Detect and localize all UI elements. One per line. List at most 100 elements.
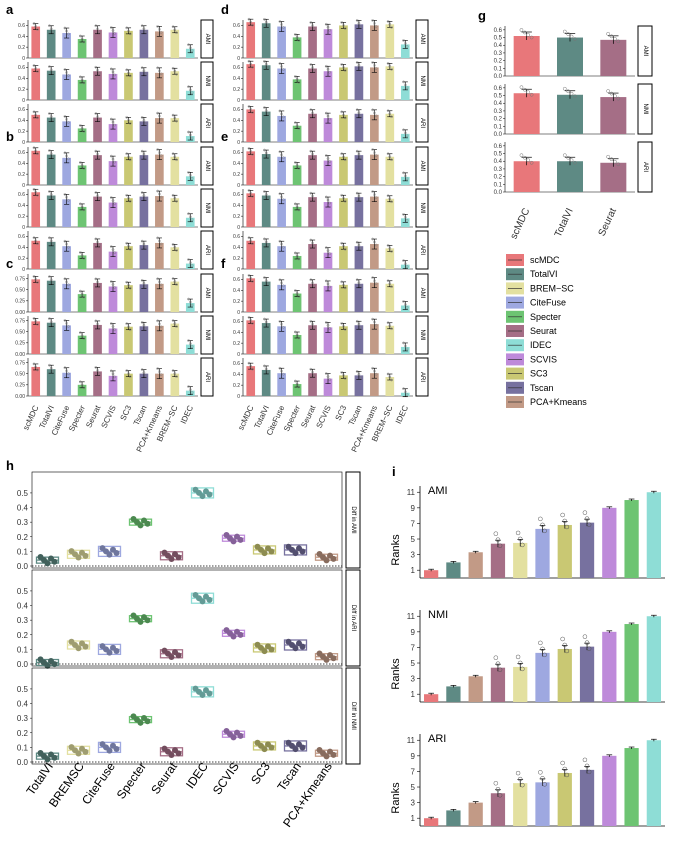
- i-point-NMI-CiteFuse: [542, 652, 547, 658]
- point-d-ARI-Specter: [297, 127, 301, 131]
- point-e-AMI-PCA+Kmeans: [374, 154, 378, 157]
- point-d-AMI-Seurat: [312, 27, 316, 30]
- point-b-AMI-CiteFuse: [63, 151, 67, 155]
- bar-d-NMI-IDEC: [400, 85, 410, 100]
- point-e-NMI-CiteFuse: [282, 198, 285, 202]
- h-y-tick-label: 0.1: [17, 645, 29, 654]
- bar-f-AMI-Specter: [292, 293, 302, 312]
- i-bar-NMI-BREM-SC: [513, 666, 528, 702]
- bar-d-NMI-Tscan: [354, 66, 364, 100]
- point-a-AMI-Seurat: [94, 24, 98, 28]
- i-y-tick-label: 9: [411, 752, 416, 761]
- h-point-0-TotalVI: [51, 558, 58, 565]
- point-f-AMI-Seurat: [311, 281, 314, 285]
- bar-a-AMI-SC3: [124, 30, 133, 58]
- point-a-NMI-SCVIS: [109, 67, 113, 71]
- y-tick-label-a-ARI: 0.6: [18, 107, 25, 113]
- h-y-tick-label: 0.3: [17, 616, 29, 625]
- point-c-AMI-CiteFuse: [63, 277, 67, 281]
- i-point-AMI-Seurat: [495, 537, 501, 542]
- bar-e-NMI-scMDC: [246, 193, 256, 227]
- g-y-tick-label: 0.4: [494, 159, 503, 165]
- h-point-2-TotalVI: [51, 754, 58, 761]
- point-b-NMI-TotalVI: [48, 190, 51, 193]
- bar-b-NMI-IDEC: [185, 217, 195, 227]
- point-b-AMI-TotalVI: [49, 152, 53, 155]
- g-point-ARI-Seurat: [613, 159, 617, 164]
- g-y-tick-label: 0.5: [494, 36, 503, 42]
- bar-e-AMI-TotalVI: [261, 154, 271, 185]
- point-f-NMI-Specter: [295, 333, 299, 337]
- bar-d-NMI-Specter: [292, 79, 302, 100]
- point-c-AMI-TotalVI: [48, 275, 51, 279]
- point-e-AMI-SC3: [343, 158, 347, 162]
- point-b-ARI-PCA+Kmeans: [156, 236, 159, 240]
- h-point-2-Tscan: [299, 744, 306, 751]
- point-f-NMI-scMDC: [251, 322, 254, 325]
- point-c-AMI-SC3: [127, 283, 130, 287]
- bar-f-ARI-SCVIS: [323, 378, 333, 396]
- point-d-NMI-PCA+Kmeans: [373, 64, 376, 67]
- point-f-ARI-scMDC: [251, 367, 254, 371]
- bar-b-ARI-scMDC: [31, 240, 41, 269]
- bar-f-NMI-TotalVI: [261, 323, 271, 354]
- bar-f-NMI-scMDC: [246, 320, 256, 354]
- point-a-AMI-SCVIS: [111, 29, 115, 32]
- point-c-AMI-IDEC: [187, 297, 190, 301]
- y-tick-label-b-AMI: 0.2: [18, 172, 25, 178]
- bar-c-AMI-Seurat: [93, 282, 102, 312]
- i-point-NMI-SC3: [560, 636, 565, 642]
- i-bar-ARI-PCA+Kmeans: [468, 802, 483, 826]
- point-f-AMI-TotalVI: [264, 279, 268, 282]
- point-a-NMI-IDEC: [190, 91, 194, 95]
- point-c-AMI-TotalVI: [51, 281, 55, 285]
- y-tick-label-f-NMI: 0.6: [233, 319, 240, 325]
- point-f-NMI-PCA+Kmeans: [373, 320, 376, 324]
- point-f-ARI-TotalVI: [266, 370, 270, 374]
- h-point-1-PCA+Kmeans: [330, 655, 337, 662]
- point-d-ARI-Seurat: [311, 111, 314, 115]
- point-e-NMI-IDEC: [403, 216, 407, 219]
- h-point-0-BREM-SC: [82, 552, 89, 559]
- point-f-NMI-Specter: [297, 336, 301, 340]
- bar-b-ARI-Tscan: [139, 245, 149, 269]
- point-d-ARI-BREM-SC: [386, 109, 390, 113]
- i-point-NMI-BREM-SC: [515, 654, 521, 660]
- point-f-AMI-BREM-SC: [386, 279, 390, 283]
- i-point-ARI-CiteFuse: [540, 776, 545, 781]
- point-a-NMI-CiteFuse: [65, 71, 68, 74]
- bar-d-ARI-PCA+Kmeans: [370, 114, 379, 142]
- g-point-AMI-Seurat: [609, 34, 614, 39]
- point-f-AMI-CiteFuse: [282, 284, 285, 288]
- point-d-AMI-IDEC: [405, 45, 409, 48]
- point-c-NMI-Tscan: [140, 320, 144, 324]
- y-tick-label-f-AMI: 0.2: [233, 299, 240, 305]
- bar-e-NMI-SC3: [339, 198, 348, 227]
- point-b-AMI-SC3: [127, 155, 130, 159]
- point-a-AMI-Seurat: [96, 27, 99, 31]
- bar-c-NMI-Specter: [77, 335, 87, 354]
- point-b-ARI-IDEC: [187, 258, 190, 261]
- point-c-AMI-PCA+Kmeans: [158, 280, 161, 284]
- point-f-AMI-Tscan: [355, 278, 359, 282]
- i-point-NMI-Seurat: [493, 655, 499, 660]
- point-a-NMI-TotalVI: [48, 65, 51, 68]
- bar-d-ARI-SC3: [339, 114, 348, 142]
- point-f-AMI-SC3: [342, 283, 345, 287]
- point-a-NMI-scMDC: [34, 67, 38, 70]
- point-c-AMI-TotalVI: [49, 278, 53, 282]
- point-b-AMI-IDEC: [187, 171, 190, 174]
- bar-a-AMI-PCA+Kmeans: [155, 31, 164, 58]
- bar-b-NMI-Tscan: [139, 196, 149, 227]
- point-a-AMI-Specter: [82, 40, 86, 44]
- i-point-AMI-Seurat: [497, 543, 503, 548]
- bar-a-NMI-SCVIS: [108, 73, 118, 100]
- g-bar-NMI-scMDC: [513, 93, 540, 134]
- point-f-ARI-CiteFuse: [278, 366, 282, 370]
- point-a-AMI-IDEC: [187, 43, 190, 47]
- point-e-AMI-SC3: [340, 152, 344, 156]
- h-point-0-Tscan: [299, 548, 306, 555]
- point-c-ARI-BREM-SC: [175, 375, 178, 378]
- point-a-AMI-Tscan: [142, 27, 146, 31]
- bar-b-ARI-CiteFuse: [62, 246, 71, 269]
